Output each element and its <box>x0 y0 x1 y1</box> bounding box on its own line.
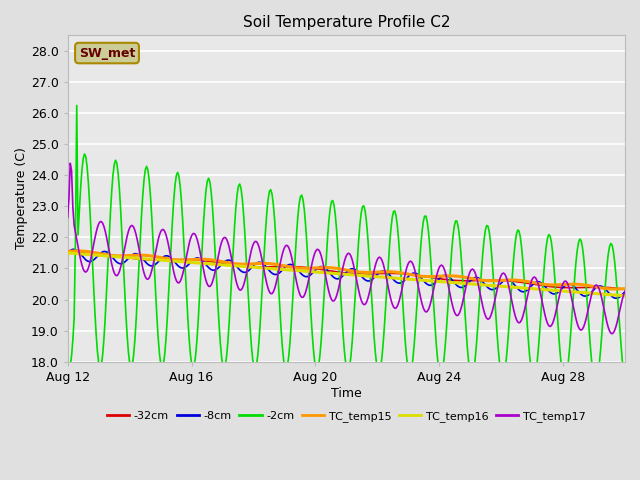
Legend: -32cm, -8cm, -2cm, TC_temp15, TC_temp16, TC_temp17: -32cm, -8cm, -2cm, TC_temp15, TC_temp16,… <box>103 407 590 426</box>
Y-axis label: Temperature (C): Temperature (C) <box>15 147 28 250</box>
Text: SW_met: SW_met <box>79 47 135 60</box>
Title: Soil Temperature Profile C2: Soil Temperature Profile C2 <box>243 15 450 30</box>
X-axis label: Time: Time <box>331 386 362 399</box>
